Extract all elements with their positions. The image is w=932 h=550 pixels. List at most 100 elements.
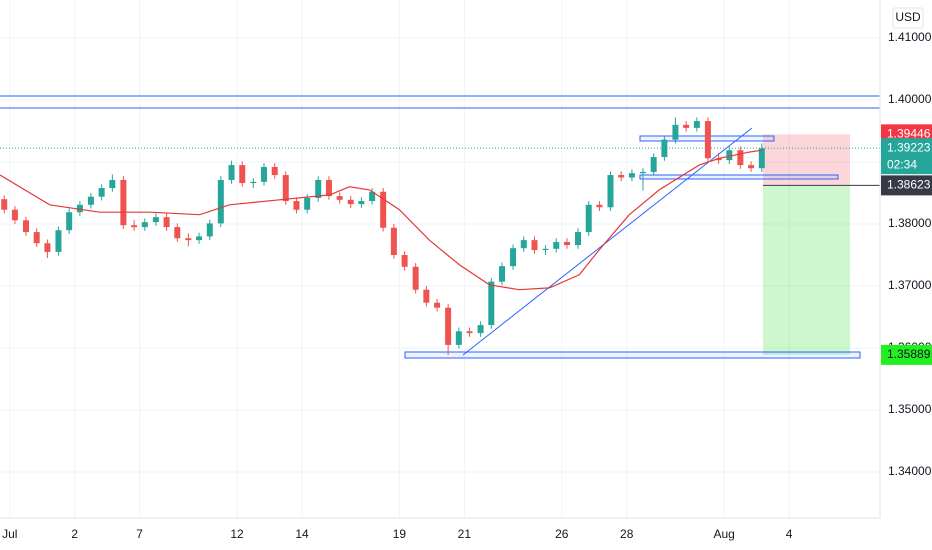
candle-body — [22, 220, 29, 233]
candle-body — [66, 212, 73, 231]
candle-body — [358, 201, 365, 205]
candle-body — [315, 179, 322, 198]
candles — [0, 117, 765, 355]
candle-body — [650, 157, 657, 172]
candle-body — [618, 175, 625, 178]
candle-body — [250, 181, 257, 184]
x-tick-label: 7 — [136, 527, 143, 541]
candle-body — [499, 266, 506, 282]
candle-body — [239, 165, 246, 184]
price-label-box — [881, 344, 932, 365]
candle-body — [304, 197, 311, 210]
candle-body — [11, 209, 18, 221]
y-tick-label: 1.38000 — [888, 216, 932, 230]
position-tool — [0, 134, 880, 355]
candle-body — [401, 255, 408, 267]
candle-body — [141, 222, 148, 228]
zone-rect — [404, 351, 861, 359]
candle-body — [185, 238, 192, 241]
candle-body — [661, 139, 668, 158]
candle-body — [271, 166, 278, 176]
candle-body — [412, 266, 419, 290]
candle-body — [628, 173, 635, 178]
candle-body — [293, 201, 300, 210]
candle-body — [434, 302, 441, 308]
candle-body — [152, 217, 159, 223]
x-tick-label: 21 — [458, 527, 472, 541]
stop-zone — [763, 134, 850, 186]
candle-body — [726, 150, 733, 161]
price-label: 1.39223 — [887, 140, 931, 154]
y-tick-label: 1.35000 — [888, 402, 932, 416]
candle-body — [693, 121, 700, 128]
candle-body — [206, 223, 213, 237]
countdown: 02:34 — [887, 157, 917, 171]
candle-body — [44, 243, 51, 252]
candle-body — [228, 165, 235, 180]
candle-body — [542, 248, 549, 251]
candle-body — [455, 331, 462, 345]
candle-body — [196, 236, 203, 241]
candle-body — [33, 232, 40, 244]
candle-body — [87, 196, 94, 205]
candle-body — [390, 227, 397, 256]
candle-body — [466, 331, 473, 334]
candle-body — [520, 240, 527, 249]
candle-body — [163, 217, 170, 228]
y-tick-label: 1.37000 — [888, 278, 932, 292]
target-zone — [763, 185, 850, 355]
currency: USD — [895, 10, 921, 24]
candle-body — [704, 121, 711, 159]
x-tick-label: 4 — [786, 527, 793, 541]
candle-body — [325, 179, 332, 197]
y-tick-label: 1.40000 — [888, 92, 932, 106]
price-label-box — [881, 175, 932, 196]
candle-body — [596, 204, 603, 208]
currency-box[interactable] — [892, 7, 924, 29]
candle-body — [131, 225, 138, 228]
candle-body — [585, 204, 592, 233]
candle-body — [109, 179, 116, 189]
x-tick-label: 28 — [620, 527, 634, 541]
candle-body — [445, 307, 452, 345]
candle-body — [1, 199, 8, 210]
y-tick-label: 1.34000 — [888, 464, 932, 478]
candle-body — [758, 148, 765, 169]
candle-body — [282, 175, 289, 202]
price-label: 1.39446 — [887, 127, 931, 141]
candle-body — [737, 150, 744, 166]
candle-body — [98, 188, 105, 197]
x-tick-label: Aug — [713, 527, 734, 541]
candle-body — [261, 166, 267, 182]
candle-body — [575, 232, 582, 246]
candle-body — [369, 191, 376, 202]
x-tick-label: 2 — [71, 527, 78, 541]
candle-body — [217, 179, 224, 224]
candle-body — [174, 227, 181, 239]
zone-rect — [639, 174, 839, 180]
x-tick-label: Jul — [2, 527, 17, 541]
grid — [0, 0, 880, 518]
candle-body — [380, 191, 387, 228]
candle-body — [510, 248, 517, 267]
trend-line — [462, 127, 753, 356]
y-tick-label: 1.41000 — [888, 30, 932, 44]
candle-body — [563, 241, 570, 246]
candle-body — [531, 240, 538, 251]
candle-body — [477, 325, 484, 334]
x-tick-label: 14 — [295, 527, 309, 541]
candle-body — [488, 281, 495, 326]
price-label-box — [881, 138, 932, 175]
candle-body — [683, 124, 690, 128]
candle-body — [55, 230, 62, 252]
x-tick-label: 19 — [393, 527, 407, 541]
price-label: 1.35889 — [887, 347, 931, 361]
candle-body — [553, 241, 560, 249]
x-tick-label: 12 — [230, 527, 244, 541]
x-tick-label: 26 — [555, 527, 569, 541]
candle-body — [715, 158, 722, 161]
candle-body — [347, 199, 354, 205]
candle-body — [423, 289, 430, 303]
